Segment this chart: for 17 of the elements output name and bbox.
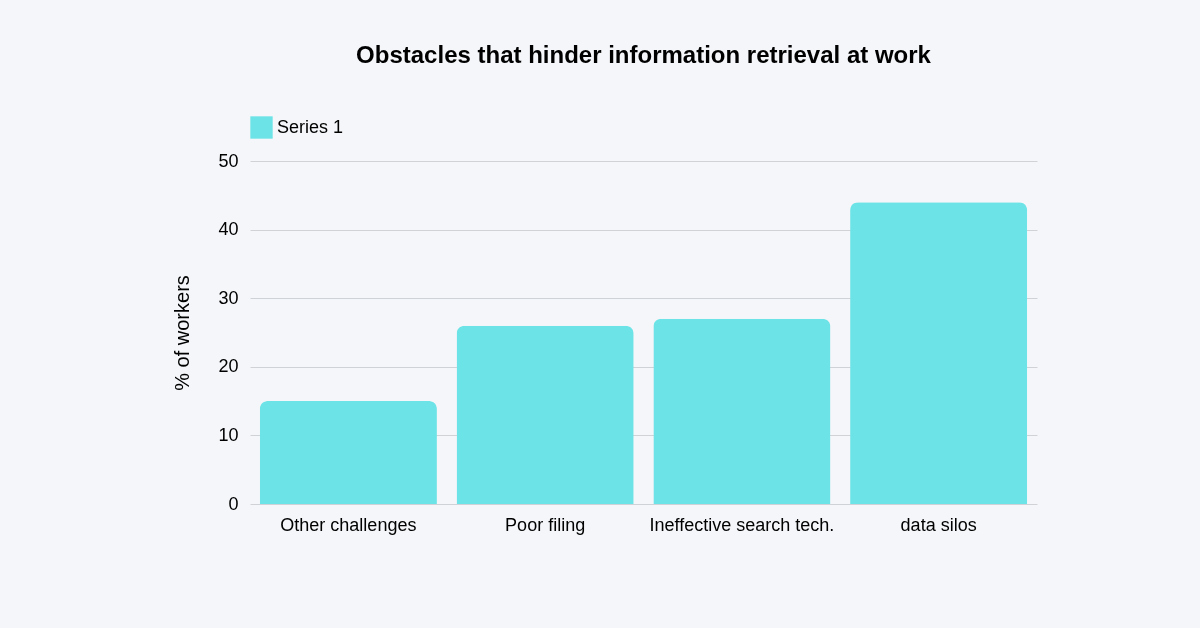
y-tick-label: 0 (228, 493, 239, 514)
bar (653, 318, 831, 504)
x-tick-label: Ineffective search tech. (649, 514, 835, 535)
bar (850, 202, 1028, 504)
y-tick-label: 10 (218, 424, 239, 445)
y-axis-title: % of workers (171, 275, 194, 391)
y-tick-label: 30 (218, 287, 239, 308)
y-tick-label: 50 (218, 150, 239, 171)
y-tick-label: 40 (218, 219, 239, 240)
chart-title: Obstacles that hinder information retrieval at work (356, 41, 932, 68)
bar (456, 325, 634, 504)
y-tick-label: 20 (218, 356, 239, 377)
bar (259, 401, 437, 504)
legend-label: Series 1 (277, 116, 344, 137)
x-tick-label: data silos (900, 514, 977, 535)
x-tick-label: Other challenges (280, 514, 417, 535)
x-tick-label: Poor filing (505, 514, 586, 535)
